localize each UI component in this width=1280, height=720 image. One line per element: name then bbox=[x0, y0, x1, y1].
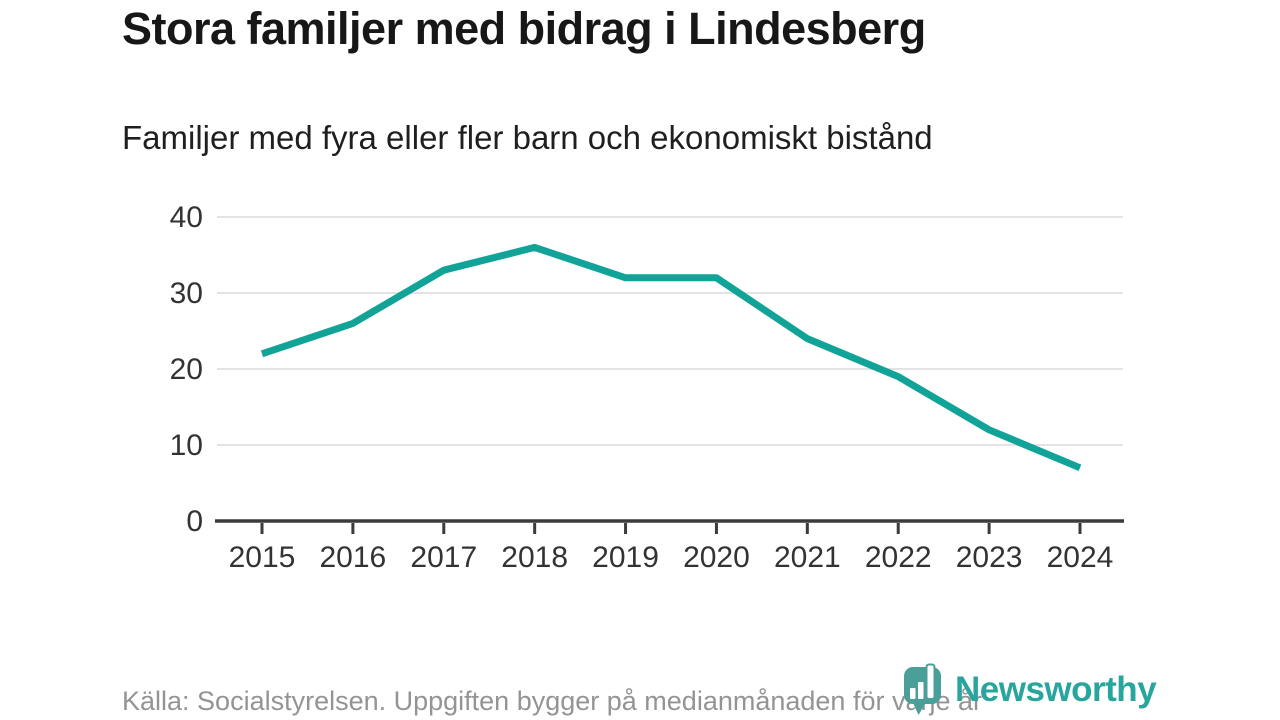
x-tick-label: 2016 bbox=[320, 541, 387, 574]
x-tick-label: 2021 bbox=[774, 541, 841, 574]
source-note: Källa: Socialstyrelsen. Uppgiften bygger… bbox=[122, 686, 982, 716]
x-tick-label: 2023 bbox=[956, 541, 1023, 574]
y-tick-label: 40 bbox=[170, 201, 203, 234]
chart-subtitle: Familjer med fyra eller fler barn och ek… bbox=[122, 119, 933, 156]
page-title: Stora familjer med bidrag i Lindesberg bbox=[122, 3, 926, 54]
y-tick-label: 30 bbox=[170, 277, 203, 310]
x-tick-label: 2020 bbox=[683, 541, 750, 574]
y-tick-label: 10 bbox=[170, 429, 203, 462]
x-tick-label: 2017 bbox=[410, 541, 477, 574]
x-tick-label: 2018 bbox=[501, 541, 568, 574]
x-tick-label: 2015 bbox=[229, 541, 296, 574]
y-tick-label: 0 bbox=[186, 505, 203, 538]
x-tick-label: 2022 bbox=[865, 541, 932, 574]
newsworthy-icon bbox=[904, 663, 941, 715]
x-tick-label: 2024 bbox=[1047, 541, 1114, 574]
y-tick-label: 20 bbox=[170, 353, 203, 386]
newsworthy-logo: Newsworthy bbox=[901, 663, 1157, 717]
data-line bbox=[260, 243, 1082, 472]
x-tick-label: 2019 bbox=[592, 541, 659, 574]
brand-name: Newsworthy bbox=[955, 670, 1157, 709]
